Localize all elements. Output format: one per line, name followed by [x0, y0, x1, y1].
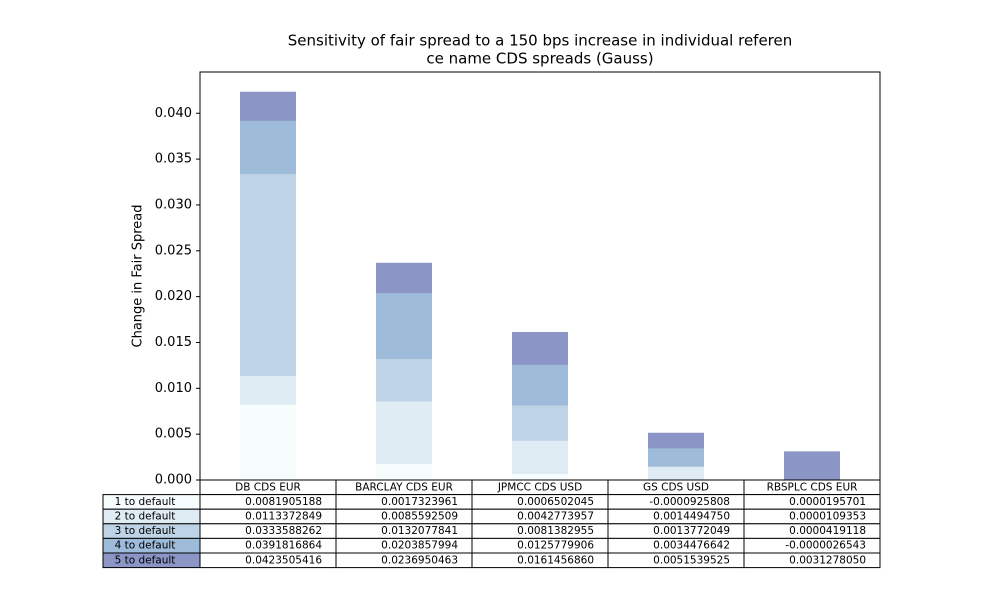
table-value: 0.0000195701	[789, 496, 866, 508]
bar	[376, 464, 432, 480]
table-value: 0.0017323961	[381, 496, 458, 508]
table-value: 0.0236950463	[381, 554, 458, 566]
table-value: 0.0203857994	[381, 540, 458, 552]
chart-title: Sensitivity of fair spread to a 150 bps …	[288, 32, 793, 50]
table-column-header: JPMCC CDS USD	[497, 481, 582, 493]
chart-title: ce name CDS spreads (Gauss)	[426, 50, 653, 68]
table-value: 0.0000419118	[789, 525, 866, 537]
bar	[648, 466, 704, 480]
y-tick-label: 0.035	[155, 152, 192, 167]
table-value: 0.0125779906	[517, 540, 594, 552]
legend-label: 1 to default	[115, 496, 176, 508]
table-value: 0.0085592509	[381, 511, 458, 523]
table-value: 0.0051539525	[653, 554, 730, 566]
table-value: 0.0132077841	[381, 525, 458, 537]
table-value: 0.0014494750	[653, 511, 730, 523]
y-tick-label: 0.030	[155, 197, 192, 212]
table-cell	[743, 552, 881, 569]
bar	[240, 404, 296, 480]
table-value: 0.0034476642	[653, 540, 730, 552]
legend-label: 4 to default	[115, 540, 176, 552]
y-tick-label: 0.020	[155, 289, 192, 304]
table-value: 0.0081905188	[245, 496, 322, 508]
y-tick-label: 0.040	[155, 106, 192, 121]
table-value: 0.0000109353	[789, 511, 866, 523]
table-value: 0.0423505416	[245, 554, 322, 566]
table-column-header: GS CDS USD	[643, 481, 709, 493]
bar	[512, 474, 568, 480]
table-column-header: RBSPLC CDS EUR	[767, 481, 858, 493]
table-column-header: BARCLAY CDS EUR	[355, 481, 453, 493]
table-value: -0.0000925808	[649, 496, 730, 508]
table-value: 0.0031278050	[789, 554, 866, 566]
y-tick-label: 0.010	[155, 381, 192, 396]
table-value: 0.0161456860	[517, 554, 594, 566]
table-column-header: DB CDS EUR	[235, 481, 301, 493]
y-tick-label: 0.005	[155, 427, 192, 442]
bar	[512, 440, 568, 480]
y-tick-label: 0.015	[155, 335, 192, 350]
legend-label: 2 to default	[115, 511, 176, 523]
table-value: 0.0081382955	[517, 525, 594, 537]
table-value: -0.0000026543	[785, 540, 866, 552]
bars	[240, 91, 840, 480]
bar	[784, 451, 840, 480]
y-tick-label: 0.025	[155, 243, 192, 258]
table-value: 0.0333588262	[245, 525, 322, 537]
legend-label: 5 to default	[115, 554, 176, 566]
y-tick-label: 0.000	[155, 473, 192, 488]
table-value: 0.0113372849	[245, 511, 322, 523]
legend-label: 3 to default	[115, 525, 176, 537]
table-value: 0.0006502045	[517, 496, 594, 508]
table-value: 0.0042773957	[517, 511, 594, 523]
table-value: 0.0391816864	[245, 540, 322, 552]
y-axis-label: Change in Fair Spread	[131, 204, 146, 347]
table-value: 0.0013772049	[653, 525, 730, 537]
